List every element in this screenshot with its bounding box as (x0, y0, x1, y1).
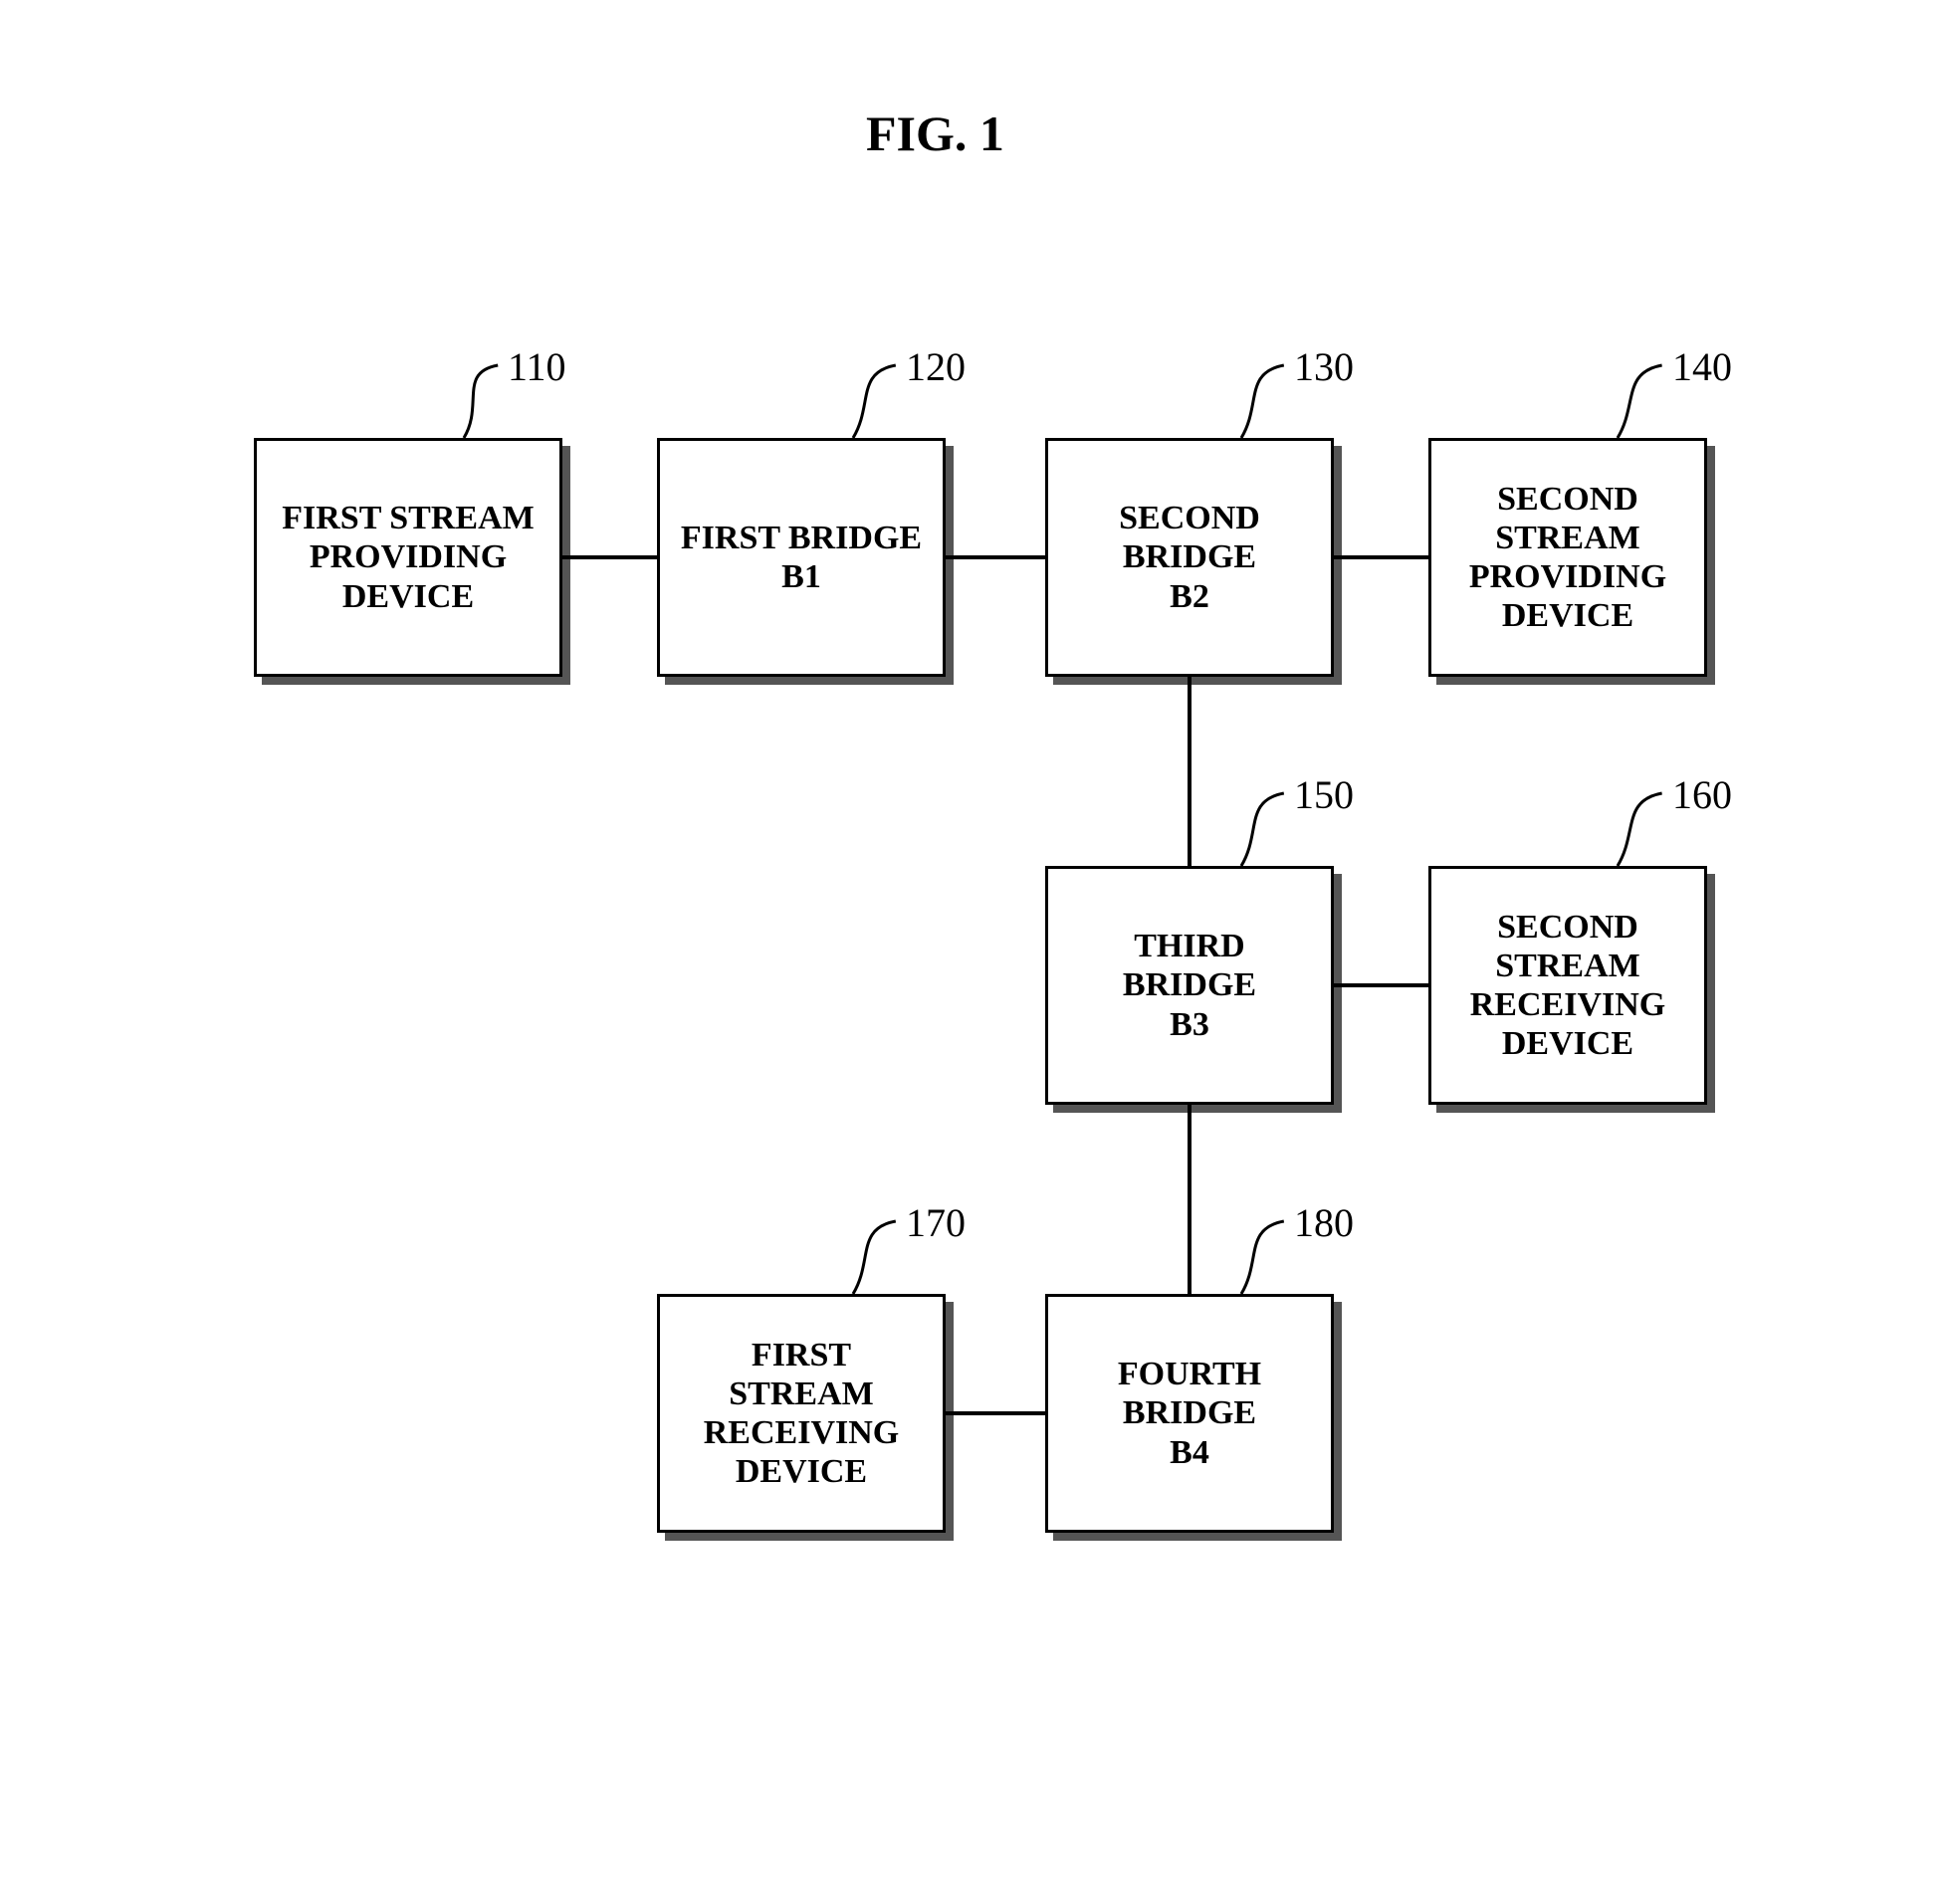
node-label: FIRST STREAM RECEIVING DEVICE (704, 1336, 899, 1491)
connection-line (1188, 677, 1192, 866)
connection-line (946, 1411, 1045, 1415)
node-label: FOURTH BRIDGE B4 (1118, 1355, 1261, 1471)
node-label: FIRST STREAM PROVIDING DEVICE (282, 499, 535, 615)
node-fourth-bridge-b4: FOURTH BRIDGE B4 (1045, 1294, 1334, 1533)
ref-label-140: 140 (1672, 343, 1732, 390)
connection-line (946, 555, 1045, 559)
node-label: THIRD BRIDGE B3 (1123, 927, 1256, 1043)
connection-line (1334, 555, 1428, 559)
node-first-stream-receiving-device: FIRST STREAM RECEIVING DEVICE (657, 1294, 946, 1533)
node-third-bridge-b3: THIRD BRIDGE B3 (1045, 866, 1334, 1105)
node-first-bridge-b1: FIRST BRIDGE B1 (657, 438, 946, 677)
ref-label-110: 110 (508, 343, 566, 390)
node-second-stream-receiving-device: SECOND STREAM RECEIVING DEVICE (1428, 866, 1707, 1105)
ref-label-160: 160 (1672, 771, 1732, 818)
node-second-stream-providing-device: SECOND STREAM PROVIDING DEVICE (1428, 438, 1707, 677)
connection-line (562, 555, 657, 559)
ref-label-150: 150 (1294, 771, 1354, 818)
node-first-stream-providing-device: FIRST STREAM PROVIDING DEVICE (254, 438, 562, 677)
ref-label-130: 130 (1294, 343, 1354, 390)
node-second-bridge-b2: SECOND BRIDGE B2 (1045, 438, 1334, 677)
node-label: SECOND STREAM RECEIVING DEVICE (1470, 908, 1665, 1063)
connection-line (1188, 1105, 1192, 1294)
figure-title: FIG. 1 (866, 105, 1004, 162)
ref-label-120: 120 (906, 343, 966, 390)
ref-label-170: 170 (906, 1199, 966, 1246)
node-label: FIRST BRIDGE B1 (681, 519, 922, 596)
connection-line (1334, 983, 1428, 987)
node-label: SECOND BRIDGE B2 (1119, 499, 1260, 615)
node-label: SECOND STREAM PROVIDING DEVICE (1469, 480, 1666, 635)
ref-label-180: 180 (1294, 1199, 1354, 1246)
